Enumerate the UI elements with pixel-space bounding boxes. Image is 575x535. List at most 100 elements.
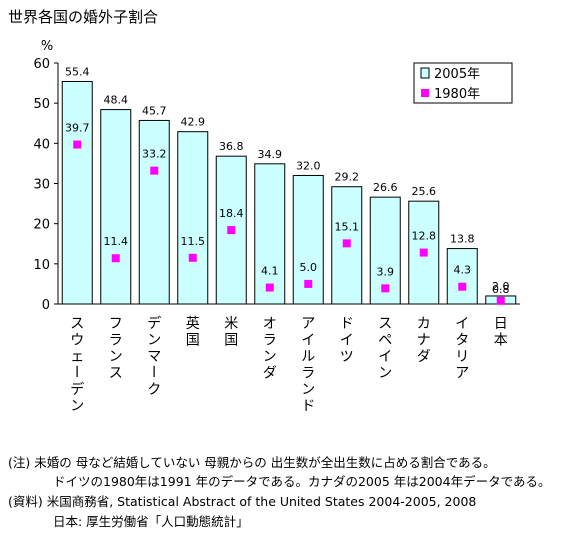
bar-value-label: 36.8 [219, 140, 244, 153]
bar-2005 [446, 248, 478, 305]
marker-value-label: 11.4 [104, 235, 129, 248]
bar-chart: 0102030405060%55.439.7スウェーデン48.411.4フランス… [33, 39, 520, 415]
y-axis-unit: % [41, 39, 53, 54]
y-tick-label: 50 [33, 97, 50, 112]
category-label: フ [109, 316, 123, 332]
category-label: ア [301, 316, 315, 332]
bar-value-label: 32.0 [296, 159, 321, 172]
marker-value-label: 0.8 [492, 283, 510, 296]
category-label: ナ [417, 333, 431, 349]
category-label: ラ [109, 333, 123, 349]
bar-value-label: 13.8 [450, 233, 475, 246]
bar-2005 [138, 119, 170, 305]
y-tick-label: 60 [33, 57, 50, 72]
legend-swatch-1980 [421, 89, 429, 97]
note-line-4: 日本: 厚生労働省「人口動態統計」 [53, 514, 249, 529]
category-label: ラ [301, 366, 315, 382]
category-label: 日 [494, 316, 508, 332]
category-label: オ [263, 316, 277, 332]
y-tick-label: 0 [42, 298, 50, 313]
marker-value-label: 33.2 [142, 148, 167, 161]
marker-1980 [381, 284, 390, 293]
category-label: ダ [263, 366, 277, 382]
y-tick-label: 40 [33, 137, 50, 152]
marker-1980 [419, 248, 428, 257]
marker-1980 [188, 253, 197, 262]
category-label: ェ [70, 349, 84, 365]
marker-value-label: 12.8 [412, 230, 437, 243]
category-label: ン [70, 399, 84, 415]
legend-label-2005: 2005年 [434, 67, 480, 82]
category-label: 英 [186, 315, 200, 332]
marker-1980 [458, 282, 467, 291]
marker-1980 [150, 166, 159, 175]
category-label: ペ [378, 333, 392, 349]
category-label: ン [147, 333, 161, 349]
y-tick-label: 20 [33, 218, 50, 233]
category-label: マ [147, 349, 161, 365]
page-title: 世界各国の婚外子割合 [8, 8, 159, 26]
marker-value-label: 18.4 [219, 207, 244, 220]
bar-value-label: 2.0 [492, 280, 510, 293]
y-tick-label: 10 [33, 258, 50, 273]
marker-value-label: 5.0 [300, 261, 318, 274]
marker-value-label: 4.1 [261, 265, 279, 278]
bar-value-label: 48.4 [104, 94, 129, 107]
category-label: イ [455, 316, 469, 332]
category-label: ラ [263, 333, 277, 349]
legend-swatch-2005 [420, 67, 430, 79]
category-label: ン [301, 382, 315, 398]
category-label: ダ [417, 349, 431, 365]
category-label: ド [301, 399, 315, 415]
note-line-1: (注) 未婚の 母など結婚していない 母親からの 出生数が全出生数に占める割合で… [8, 455, 496, 470]
bar-2005 [100, 109, 132, 305]
category-label: 国 [186, 333, 200, 349]
category-label: ン [378, 366, 392, 382]
category-label: ン [109, 349, 123, 365]
marker-1980 [496, 296, 505, 305]
legend-box [413, 62, 513, 104]
marker-value-label: 11.5 [181, 235, 206, 248]
marker-1980 [342, 239, 351, 248]
category-label: ウ [70, 333, 84, 349]
bar-value-label: 26.6 [373, 181, 398, 194]
y-tick-label: 30 [33, 178, 50, 193]
marker-1980 [304, 279, 313, 288]
marker-1980 [227, 226, 236, 235]
category-label: タ [455, 333, 469, 349]
category-label: ー [144, 365, 160, 379]
category-label: イ [378, 349, 392, 365]
marker-1980 [111, 254, 120, 263]
category-label: ツ [340, 349, 354, 365]
category-label: 米 [224, 316, 238, 332]
marker-value-label: 4.3 [454, 264, 472, 277]
marker-value-label: 3.9 [377, 265, 395, 278]
bar-value-label: 34.9 [258, 148, 283, 161]
marker-value-label: 15.1 [335, 220, 360, 233]
category-label: イ [301, 333, 315, 349]
category-label: ス [378, 316, 392, 332]
marker-value-label: 39.7 [65, 122, 90, 135]
category-label: ド [340, 316, 354, 332]
bar-value-label: 29.2 [335, 171, 360, 184]
category-label: ル [301, 349, 315, 365]
marker-1980 [73, 140, 82, 149]
bar-value-label: 45.7 [142, 104, 167, 117]
category-label: デ [70, 381, 84, 398]
note-line-3: (資料) 米国商務省, Statistical Abstract of the … [8, 494, 477, 509]
bar-value-label: 42.9 [181, 116, 206, 129]
bar-2005 [254, 163, 286, 305]
category-label: 本 [494, 333, 508, 349]
category-label: ス [109, 366, 123, 382]
bar-value-label: 25.6 [412, 185, 437, 198]
note-line-2: ドイツの1980年は1991 年のデータである。カナダの2005 年は2004年… [53, 474, 551, 489]
bar-value-label: 55.4 [65, 65, 90, 78]
bar-2005 [177, 131, 209, 305]
category-label: リ [455, 349, 469, 365]
category-label: イ [340, 333, 354, 349]
category-label: ク [147, 382, 161, 398]
legend-label-1980: 1980年 [434, 87, 480, 102]
category-label: ア [455, 366, 469, 382]
category-label: カ [417, 316, 431, 332]
category-label: デ [147, 315, 161, 332]
